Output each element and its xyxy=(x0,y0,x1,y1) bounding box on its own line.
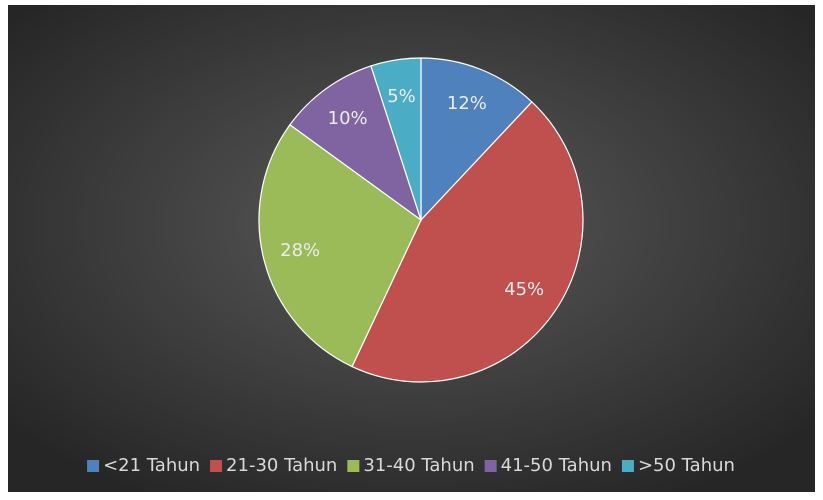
legend-swatch xyxy=(347,460,360,472)
legend-label: >50 Tahun xyxy=(638,455,735,476)
legend-label: 31-40 Tahun xyxy=(363,455,474,476)
pie-slice xyxy=(370,57,422,221)
pie-slice xyxy=(258,123,422,368)
legend-swatch xyxy=(621,460,634,472)
pie-slice xyxy=(420,57,533,222)
data-label: 5% xyxy=(387,86,416,107)
legend-swatch xyxy=(210,460,223,472)
pie-slice xyxy=(351,101,584,383)
legend-swatch xyxy=(87,460,100,472)
legend-label: 21-30 Tahun xyxy=(226,455,337,476)
data-label: 45% xyxy=(504,279,544,300)
data-label: 28% xyxy=(280,240,320,261)
legend-swatch xyxy=(484,460,497,472)
pie-slice xyxy=(289,65,423,222)
legend-label: <21 Tahun xyxy=(103,455,200,476)
data-label: 10% xyxy=(328,108,368,129)
legend-label: 41-50 Tahun xyxy=(501,455,612,476)
data-label: 12% xyxy=(447,93,487,114)
